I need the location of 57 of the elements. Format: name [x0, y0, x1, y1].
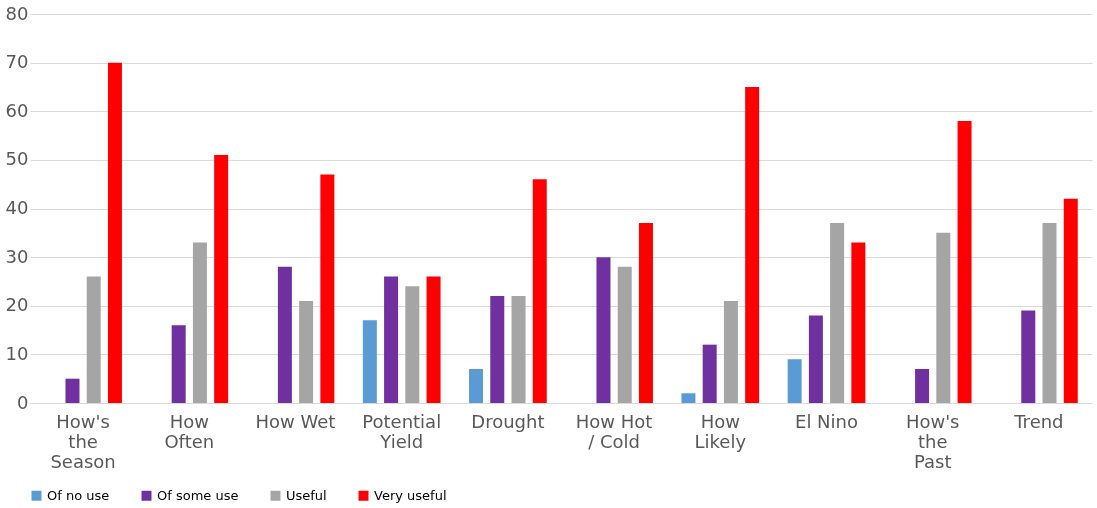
x-tick-label: How's the Season: [50, 410, 116, 472]
legend-label: Very useful: [374, 487, 447, 503]
y-tick-label: 60: [5, 99, 29, 121]
x-tick-label: How Wet: [255, 410, 336, 432]
bar: [362, 320, 377, 403]
bar: [830, 223, 845, 403]
bar: [1063, 198, 1078, 403]
bar: [596, 257, 611, 403]
bar: [957, 120, 972, 403]
bar: [808, 315, 823, 403]
y-tick-label: 70: [5, 51, 29, 73]
bar: [1021, 310, 1036, 403]
bar: [299, 300, 314, 403]
bar: [426, 276, 441, 403]
x-tick-label: How Often: [164, 410, 215, 452]
bar: [384, 276, 399, 403]
bar: [192, 242, 207, 403]
x-tick-label: How's the Past: [905, 410, 960, 472]
y-tick-label: 10: [5, 342, 29, 364]
legend-label: Of some use: [157, 487, 239, 503]
bar: [86, 276, 101, 403]
bar: [469, 368, 484, 403]
legend-label: Useful: [286, 487, 327, 503]
bar: [214, 155, 229, 403]
bar: [936, 232, 951, 403]
bar: [723, 300, 738, 403]
bar: [1042, 223, 1057, 403]
bar: [745, 86, 760, 403]
bar: [320, 174, 335, 403]
bar: [851, 242, 866, 403]
y-tick-label: 50: [5, 148, 29, 170]
legend-label: Of no use: [47, 487, 110, 503]
bar: [702, 344, 717, 403]
y-tick-label: 40: [5, 197, 29, 218]
bar: [277, 266, 292, 403]
x-tick-label: How Hot / Cold: [575, 410, 653, 452]
x-tick-label: Potential Yield: [362, 410, 442, 452]
x-tick-label: Drought: [471, 410, 545, 432]
bar: [638, 223, 653, 403]
y-tick-label: 0: [17, 391, 29, 413]
bar: [617, 266, 632, 403]
bar: [681, 393, 696, 403]
bar: [511, 296, 526, 403]
bar: [171, 325, 186, 403]
bar: [65, 378, 80, 403]
bar: [532, 179, 547, 403]
x-tick-label: El Nino: [795, 410, 858, 432]
bar: [915, 368, 930, 403]
x-tick-label: Trend: [1013, 410, 1064, 432]
bar: [787, 359, 802, 403]
bar: [107, 62, 122, 403]
y-tick-label: 20: [5, 294, 29, 316]
y-tick-label: 30: [5, 245, 29, 267]
bar: [405, 286, 420, 403]
x-tick-label: How Likely: [694, 410, 747, 452]
bar: [490, 296, 505, 403]
y-tick-label: 80: [5, 2, 29, 24]
